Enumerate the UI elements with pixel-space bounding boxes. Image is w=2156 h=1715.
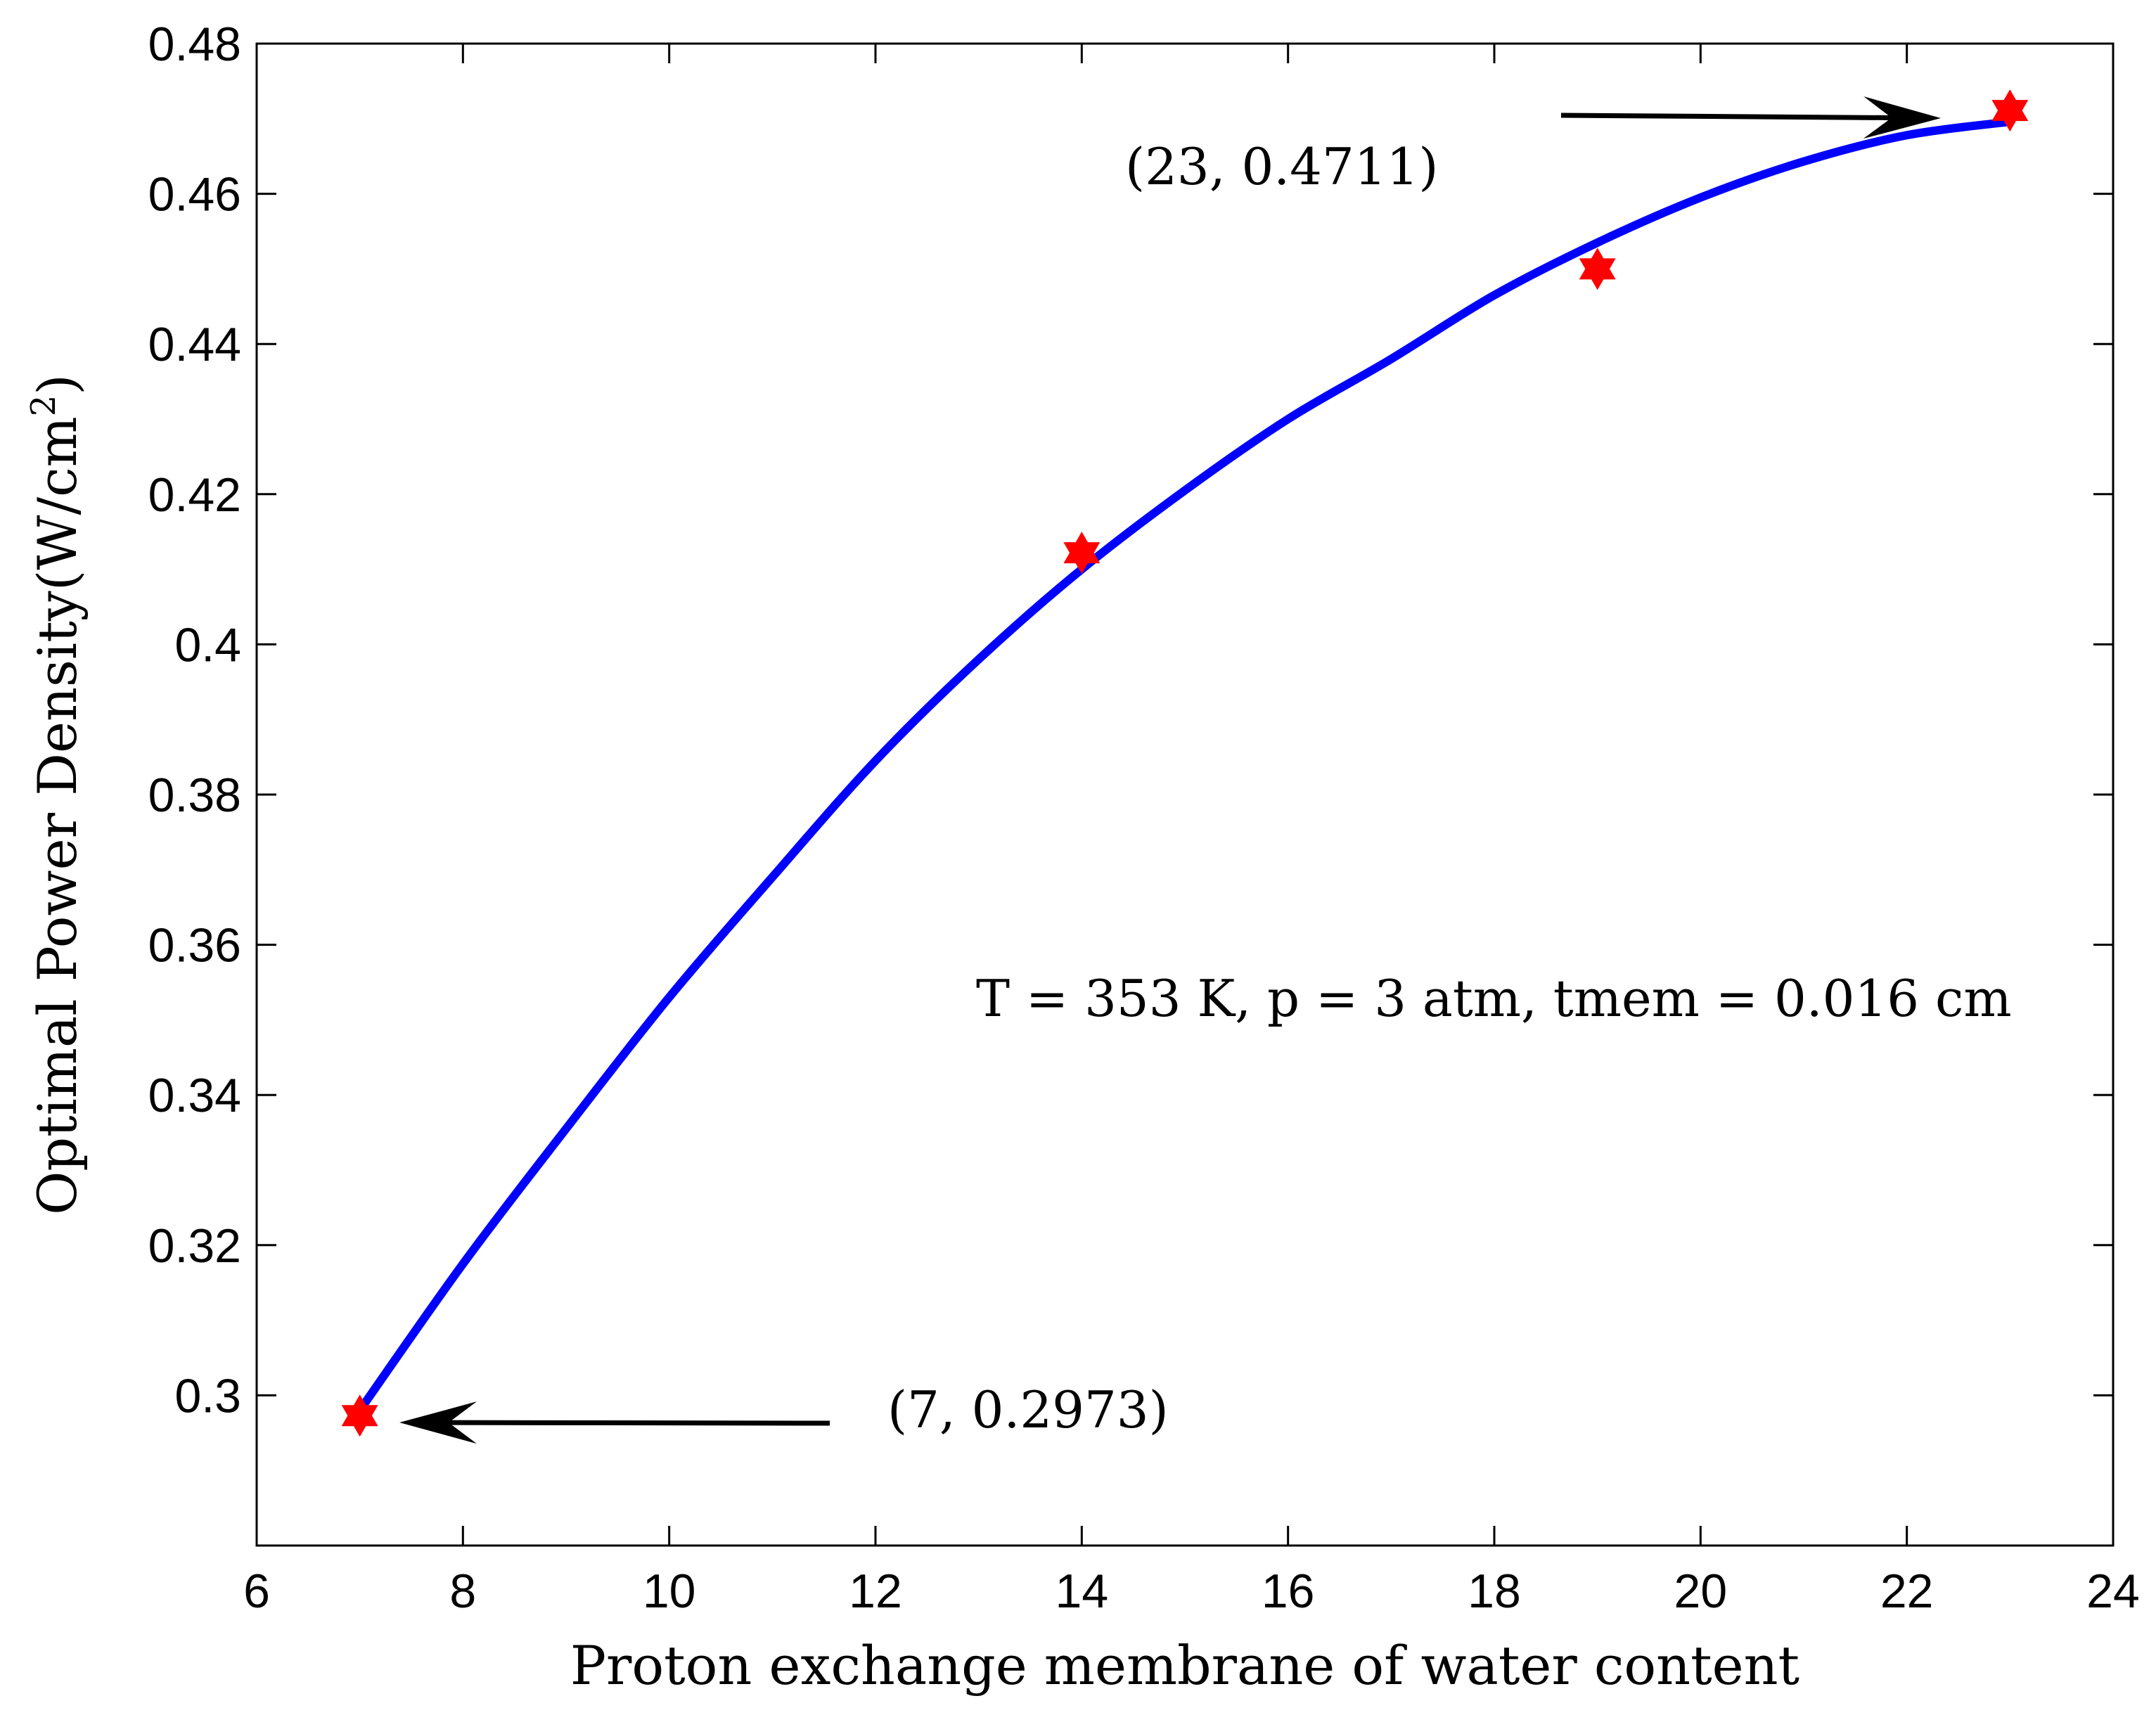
x-tick-label: 6 [243, 1565, 270, 1618]
marker-triangle-down [1579, 258, 1616, 290]
arrow-shaft [1560, 113, 1892, 120]
marker-triangle-down [1991, 100, 2029, 132]
data-point-marker [341, 1394, 378, 1437]
markers-group [341, 89, 2029, 1444]
y-axis-label: Optimal Power Density(W/cm2) [24, 374, 89, 1215]
y-tick-label: 0.4 [174, 618, 241, 672]
y-tick-label: 0.44 [148, 318, 241, 371]
x-tick-label: 20 [1674, 1565, 1728, 1618]
x-tick-label: 10 [643, 1565, 696, 1618]
y-tick-label: 0.46 [148, 168, 241, 221]
arrow-to-bottom-point [399, 1401, 830, 1444]
arrow-head [399, 1401, 477, 1444]
y-tick-label: 0.3 [174, 1369, 241, 1422]
data-point-marker [1579, 248, 1616, 290]
arrow-head [1863, 96, 1941, 139]
x-tick-label: 18 [1468, 1565, 1521, 1618]
data-point-marker [1991, 89, 2029, 132]
y-tick-label: 0.34 [148, 1069, 241, 1122]
annotation-top-point: (23, 0.4711) [1125, 137, 1439, 196]
x-tick-label: 24 [2086, 1565, 2140, 1618]
x-tick-label: 12 [849, 1565, 902, 1618]
y-axis-label-end: ) [26, 374, 89, 395]
series-group [355, 117, 2015, 1415]
x-tick-label: 22 [1880, 1565, 1934, 1618]
data-point-marker [1063, 532, 1101, 574]
annotation-parameters: T = 353 K, p = 3 atm, tmem = 0.016 cm [976, 969, 2012, 1028]
y-tick-label: 0.38 [148, 769, 241, 822]
y-axis-label-superscript: 2 [24, 395, 63, 417]
y-tick-label: 0.36 [148, 919, 241, 972]
marker-triangle-down [341, 1405, 378, 1437]
x-tick-label: 14 [1055, 1565, 1109, 1618]
annotations-group: (23, 0.4711) (7, 0.2973) T = 353 K, p = … [887, 137, 2012, 1439]
y-tick-label: 0.48 [148, 18, 241, 71]
arrow-to-top-point [1560, 96, 1941, 139]
fitted-curve-line [355, 117, 2015, 1415]
y-tick-label: 0.32 [148, 1219, 241, 1273]
y-axis-label-main: Optimal Power Density(W/cm [26, 416, 89, 1215]
x-axis-label: Proton exchange membrane of water conten… [570, 1634, 1799, 1697]
x-tick-label: 8 [449, 1565, 476, 1618]
y-tick-label: 0.42 [148, 468, 241, 522]
annotation-bottom-point: (7, 0.2973) [887, 1380, 1169, 1439]
arrow-shaft [448, 1420, 830, 1426]
x-tick-label: 16 [1262, 1565, 1315, 1618]
axes-group: 6 8 10 12 14 16 18 20 22 24 0.3 0.32 0.34 0.36 0.38 0.4… [148, 18, 2140, 1618]
axis-labels-group: Proton exchange membrane of water conten… [24, 374, 1799, 1697]
marker-triangle-down [1063, 542, 1101, 574]
